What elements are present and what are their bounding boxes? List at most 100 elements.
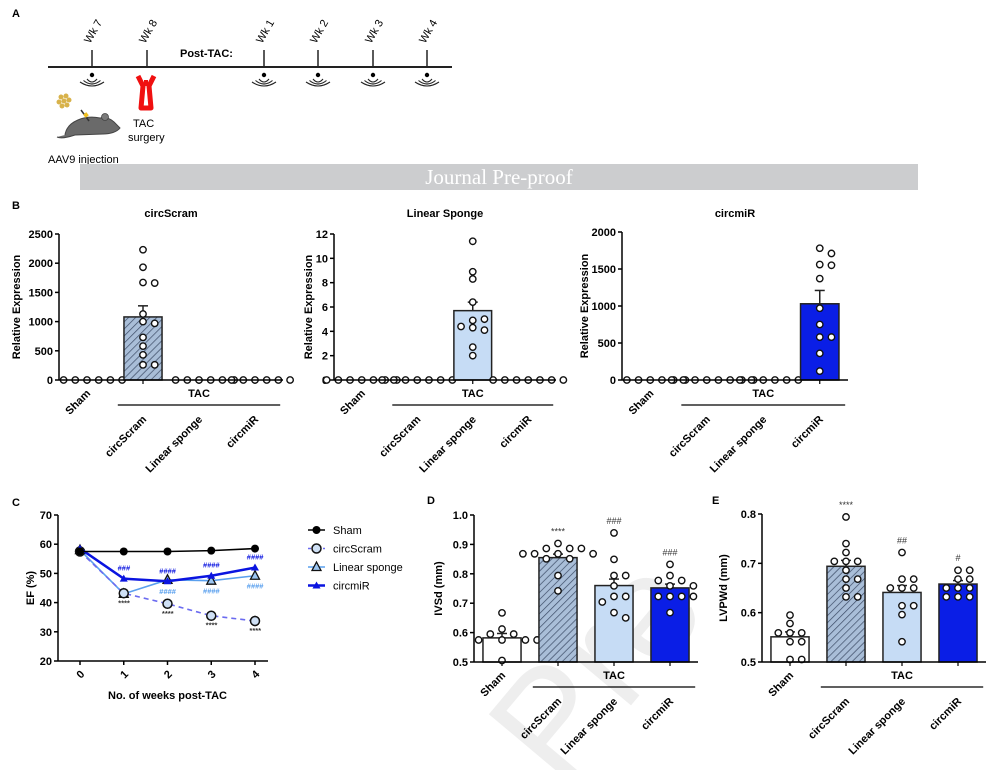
significance-label: ##: [897, 535, 907, 545]
y-tick-label: 2000: [592, 227, 616, 239]
data-point: [577, 544, 586, 553]
chart-b1: circScram 0 500 1000 1500 2000 2500 Relative Ex…: [11, 208, 294, 476]
marker-point: [162, 598, 173, 610]
data-point: [542, 544, 551, 553]
x-tick-label: Sham: [63, 387, 93, 417]
data-point: [139, 317, 147, 326]
post-tac-label: Post-TAC:: [180, 48, 233, 60]
x-tick-label: 0: [74, 668, 87, 681]
significance-label: ****: [551, 527, 566, 537]
chart-title: circScram: [144, 208, 197, 220]
marker-point: [207, 571, 216, 579]
ultrasound-dot: [315, 72, 321, 78]
group-label: TAC: [462, 388, 484, 400]
chart-title: Linear Sponge: [407, 208, 483, 220]
y-tick-label: 0: [610, 375, 616, 387]
x-axis-label: No. of weeks post-TAC: [108, 690, 227, 702]
y-tick-label: 2000: [29, 258, 53, 270]
y-tick-label: 0.7: [741, 558, 756, 570]
data-point: [480, 315, 489, 324]
chart-b2: Linear Sponge024681012Relative Expressio…: [303, 208, 568, 475]
y-tick-label: 1500: [29, 287, 53, 299]
data-point: [666, 571, 674, 580]
legend: Sham circScram Linear sponge circmiR: [308, 525, 403, 593]
timeline-tick-label: Wk 8: [137, 18, 160, 46]
marker-point: [118, 588, 129, 599]
y-axis-label: Relative Expression: [579, 253, 591, 358]
marker-point: [163, 547, 172, 556]
panel-a-timeline: A Wk 7 Wk 8 Wk 1 Wk 2 Wk 3 Wk 4 Post-TAC: TAC…: [12, 8, 452, 166]
data-point: [898, 637, 906, 646]
data-point: [677, 592, 686, 601]
x-tick-label: circmiR: [497, 414, 534, 451]
ultrasound-wave: [364, 80, 382, 85]
marker-point: [312, 581, 321, 589]
data-point: [786, 619, 794, 628]
x-tick-label: 2: [162, 668, 175, 681]
x-tick-label: circScram: [806, 695, 852, 741]
data-point: [559, 376, 568, 384]
data-point: [498, 609, 506, 617]
legend-label: circScram: [333, 544, 382, 556]
data-point: [954, 592, 962, 601]
data-point: [498, 656, 506, 665]
significance-label: ####: [203, 561, 221, 570]
data-point: [474, 636, 483, 644]
ultrasound-icon: [360, 72, 386, 87]
data-point: [815, 260, 824, 269]
data-point: [774, 628, 783, 637]
data-point: [666, 560, 674, 569]
marker-point: [119, 574, 128, 582]
marker-point: [76, 547, 84, 556]
data-point: [621, 614, 630, 622]
data-point: [610, 608, 618, 617]
y-axis-label: IVSd (mm): [433, 561, 445, 616]
marker-point: [207, 546, 216, 555]
significance-label: ****: [839, 500, 854, 510]
x-tick-label: Linear sponge: [846, 696, 908, 758]
y-axis-label: Relative Expression: [303, 254, 315, 359]
ultrasound-wave: [255, 80, 273, 85]
x-tick-label: 4: [249, 668, 262, 681]
data-point: [554, 571, 562, 580]
data-point: [786, 611, 794, 620]
ultrasound-icon: [79, 72, 105, 87]
data-point: [565, 554, 574, 563]
significance-label: #: [955, 553, 960, 563]
x-tick-label: Sham: [766, 669, 796, 699]
y-tick-label: 10: [316, 253, 328, 265]
marker-point: [249, 569, 261, 580]
y-tick-label: 40: [40, 598, 52, 610]
legend-item: circmiR: [308, 581, 370, 593]
significance-label: ####: [159, 587, 177, 596]
legend-label: Sham: [333, 525, 362, 537]
panel-letter-d: D: [427, 495, 435, 507]
ultrasound-wave: [258, 78, 270, 83]
data-point: [815, 274, 824, 283]
data-point: [909, 584, 918, 592]
data-point: [842, 548, 850, 557]
x-tick-label: Sham: [627, 387, 657, 417]
x-tick-label: circmiR: [927, 696, 964, 733]
data-point: [677, 576, 686, 585]
data-point: [139, 350, 147, 359]
data-point: [965, 584, 974, 592]
data-point: [468, 316, 477, 325]
significance-label: ###: [606, 516, 621, 526]
tac-surgery-label-2: surgery: [128, 132, 165, 144]
x-tick-label: Linear sponge: [143, 414, 205, 476]
data-point: [554, 539, 562, 548]
data-point: [815, 333, 824, 341]
data-point: [898, 601, 906, 610]
ultrasound-icon: [251, 72, 277, 87]
data-point: [598, 598, 607, 606]
data-point: [827, 261, 836, 270]
marker-point: [249, 615, 261, 627]
x-tick-label: 3: [206, 668, 219, 681]
data-point: [786, 637, 794, 646]
series-line: [79, 550, 256, 622]
ultrasound-wave: [421, 78, 433, 83]
y-tick-label: 1.0: [453, 510, 468, 522]
ultrasound-dot: [261, 72, 267, 78]
